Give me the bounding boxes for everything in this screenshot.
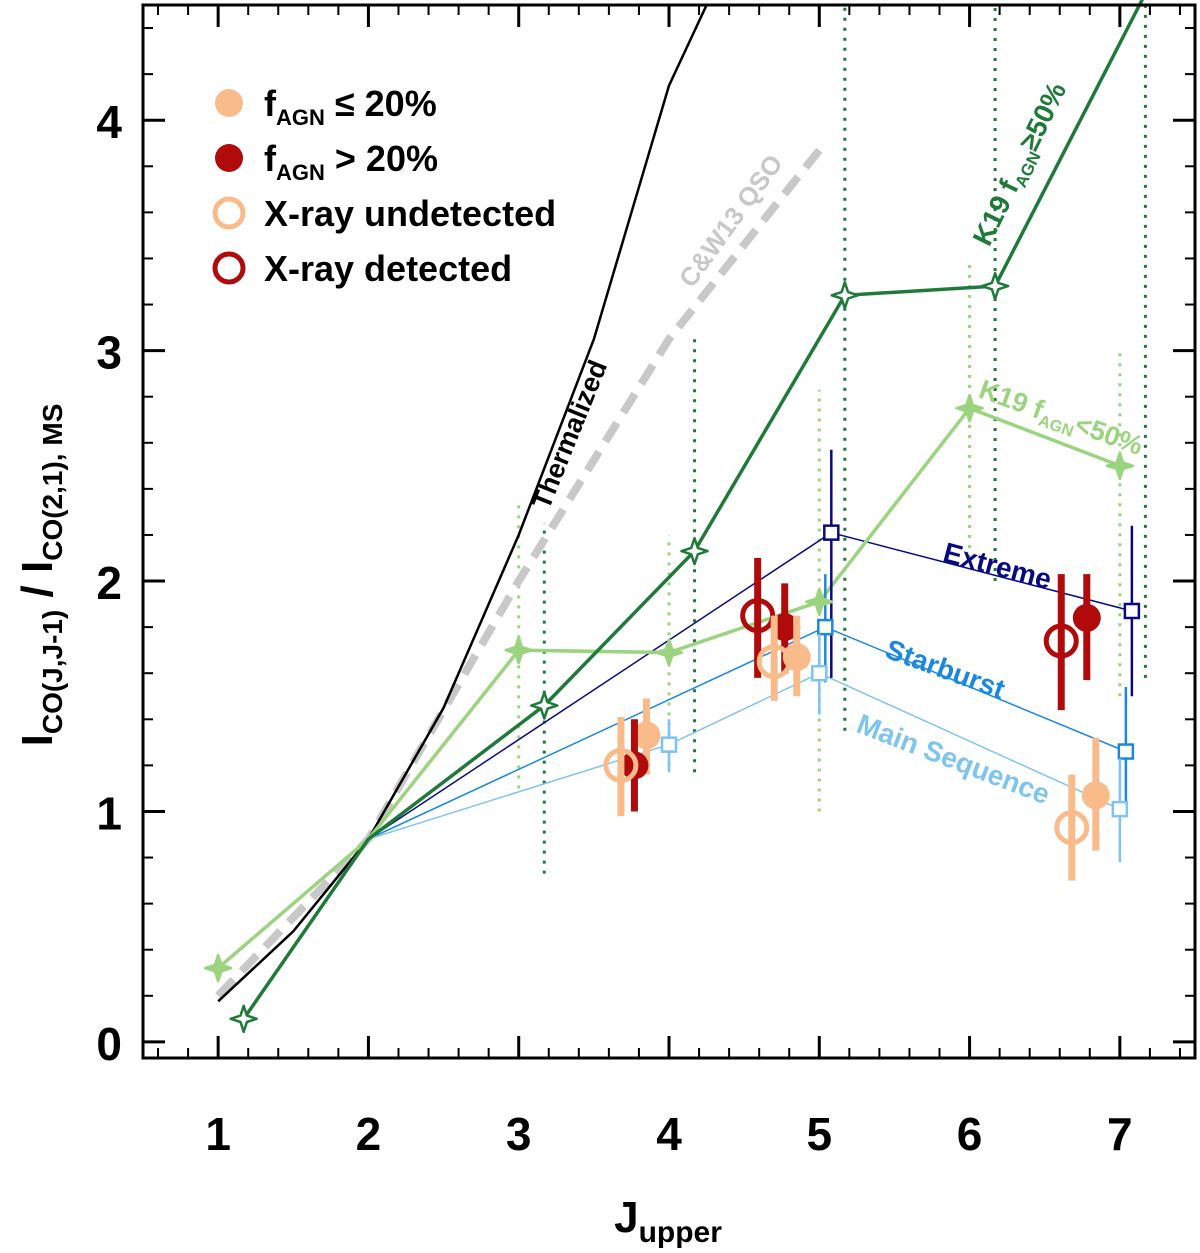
tick-labels: 0 1 2 3 4 1 2 3 4 5 6 7	[96, 96, 1132, 1160]
legend-marker-xray-detected	[212, 251, 246, 285]
k19-low-marker	[805, 587, 834, 617]
qso-label: C&W13 QSO	[673, 149, 789, 293]
xray-detected-point	[1043, 623, 1079, 659]
legend-label-xray-undetected: X-ray undetected	[264, 193, 556, 234]
y-tick-label: 0	[96, 1018, 122, 1070]
starburst-label: Starburst	[881, 633, 1009, 705]
main-sequence-marker	[660, 736, 678, 753]
fagn-high-point	[770, 613, 799, 642]
k19-high-marker	[530, 691, 559, 720]
k19-low-marker	[1105, 451, 1135, 481]
legend-label-fagn-high: fAGN > 20%	[264, 138, 438, 185]
legend-marker-fagn-high	[215, 144, 243, 172]
legend-label-fagn-low: fAGN ≤ 20%	[264, 83, 437, 130]
fagn-low-point	[782, 643, 811, 672]
y-tick-label: 1	[96, 787, 122, 839]
starburst-line	[368, 626, 1127, 840]
main-sequence-label: Main Sequence	[853, 708, 1054, 810]
x-tick-label: 2	[356, 1108, 382, 1160]
k19-high-label: K19 fAGN≥50%	[967, 77, 1076, 252]
plot-frame	[141, 3, 1197, 1060]
data-points	[603, 557, 1110, 881]
k19-low-marker	[504, 635, 533, 665]
k19-low-marker	[955, 393, 984, 423]
fagn-high-point	[1072, 603, 1101, 632]
xray-undetected-point	[1054, 810, 1090, 846]
y-tick-label: 4	[96, 96, 122, 148]
thermalized-label: Thermalized	[526, 356, 613, 513]
starburst-marker	[1117, 743, 1135, 760]
y-tick-label: 3	[96, 327, 122, 379]
x-tick-label: 7	[1107, 1108, 1133, 1160]
xray-undetected-point	[603, 747, 639, 783]
x-tick-label: 3	[506, 1108, 532, 1160]
x-tick-label: 5	[806, 1108, 832, 1160]
qso-line	[215, 147, 823, 999]
x-tick-label: 6	[957, 1108, 983, 1160]
y-axis-label: ICO(J,J-1) / ICO(2,1), MS	[13, 404, 68, 747]
k19-low-marker	[654, 638, 684, 667]
major-ticks	[143, 5, 1195, 1058]
y-tick-label: 2	[96, 557, 122, 609]
k19-low-marker	[203, 953, 233, 983]
legend-marker-xray-undetected	[212, 196, 246, 230]
model-markers	[203, 271, 1141, 1034]
main-sequence-marker	[1111, 800, 1129, 818]
fagn-low-point	[1081, 781, 1110, 810]
starburst-marker	[817, 618, 834, 636]
extreme-marker	[823, 524, 840, 541]
k19-high-marker	[830, 281, 860, 310]
main-sequence-marker	[811, 664, 828, 682]
extreme-label: Extreme	[940, 537, 1055, 596]
thermalized-line	[217, 4, 708, 1003]
x-tick-label: 1	[205, 1108, 231, 1160]
legend-marker-fagn-low	[215, 89, 243, 117]
k19-high-marker	[680, 536, 709, 566]
k19-high-marker	[229, 1004, 258, 1034]
k19-high-marker	[980, 271, 1010, 301]
main-sequence-line	[368, 672, 1121, 840]
legend: fAGN ≤ 20% fAGN > 20% X-ray undetected X-ra…	[212, 83, 556, 289]
extreme-marker	[1123, 602, 1141, 620]
x-axis-label: Jupper	[614, 1193, 722, 1249]
fagn-low-point	[632, 721, 661, 750]
x-tick-label: 4	[656, 1108, 682, 1160]
legend-label-xray-detected: X-ray detected	[264, 248, 512, 289]
